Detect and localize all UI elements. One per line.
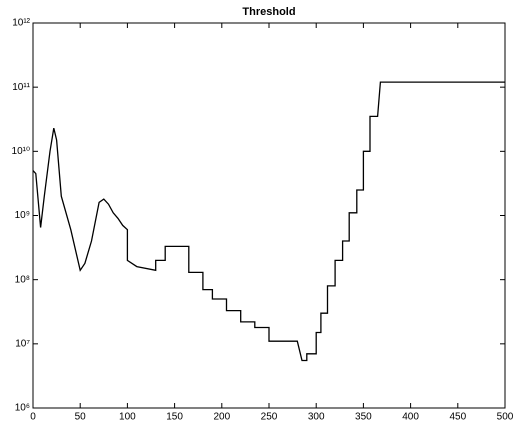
y-tick-label: 10¹⁰: [12, 146, 30, 157]
y-tick-label: 10¹²: [12, 18, 30, 29]
x-tick-label: 300: [308, 412, 325, 422]
y-tick-label: 10⁸: [15, 274, 30, 285]
line: [32, 81, 505, 362]
x-tick-label: 150: [166, 412, 183, 422]
chart-title: Threshold: [242, 6, 295, 18]
x-tick-label: 400: [402, 412, 419, 422]
plot-frame: [32, 22, 506, 409]
x-tick-label: 250: [261, 412, 278, 422]
y-tick-label: 10⁶: [15, 403, 30, 414]
x-tick-label: 100: [119, 412, 136, 422]
x-tick-label: 0: [30, 412, 36, 422]
y-tick-label: 10⁹: [15, 210, 30, 221]
x-tick-label: 350: [355, 412, 372, 422]
x-tick-label: 450: [449, 412, 466, 422]
x-tick-label: 500: [497, 412, 514, 422]
y-tick-label: 10⁷: [15, 338, 30, 349]
x-tick-label: 50: [75, 412, 87, 422]
x-tick-label: 200: [213, 412, 230, 422]
y-tick-label: 10¹¹: [12, 82, 30, 93]
